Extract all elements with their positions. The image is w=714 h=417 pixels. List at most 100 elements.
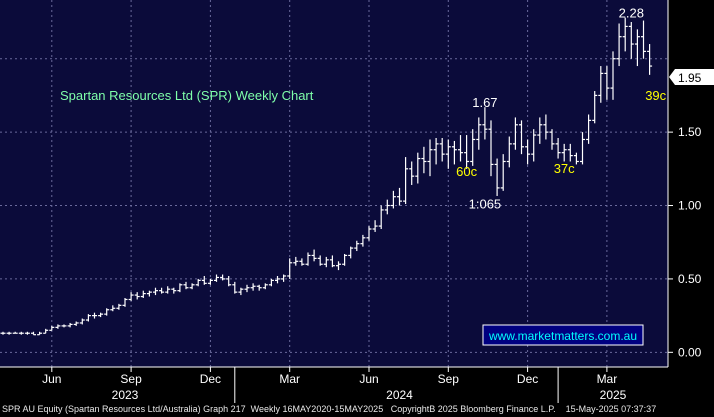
price-tag: 1.95 (669, 69, 714, 85)
ohlc-bar (189, 283, 195, 290)
ohlc-bar (336, 261, 341, 271)
ohlc-bar (299, 258, 305, 266)
ohlc-bar (12, 331, 18, 334)
ohlc-bar (159, 287, 165, 294)
ohlc-bar (439, 137, 445, 162)
ohlc-bar (610, 51, 616, 100)
ohlc-bar (506, 136, 512, 168)
y-tick-label: 1.00 (678, 199, 702, 213)
annotation-label: 1.67 (472, 95, 497, 110)
ohlc-bar (317, 255, 323, 266)
ohlc-bar (433, 137, 439, 165)
ohlc-bar (31, 331, 36, 336)
ohlc-bar (586, 114, 592, 144)
x-month-label: Sep (438, 372, 460, 386)
annotation-label: 37c (554, 161, 575, 176)
ohlc-bar (140, 290, 146, 299)
x-axis: Jun Sep Dec Mar Jun Sep Dec Mar 2023 2024 2025 (0, 366, 668, 403)
ohlc-bar (616, 23, 622, 67)
ohlc-bar (195, 278, 201, 287)
watermark-text[interactable]: www.marketmatters.com.au (488, 329, 637, 343)
ohlc-bar (403, 157, 409, 205)
ohlc-bar (598, 66, 604, 103)
ohlc-bar (580, 132, 585, 165)
ohlc-bar (214, 274, 219, 282)
ohlc-bar (201, 275, 207, 285)
ohlc-bar (482, 107, 488, 140)
ohlc-bar (519, 120, 524, 155)
ohlc-bar (390, 190, 396, 209)
ohlc-bar (116, 303, 122, 310)
ohlc-bar (226, 275, 232, 287)
y-axis: 0.00 0.50 1.00 1.50 (667, 0, 702, 367)
ohlc-bar (311, 249, 317, 262)
ohlc-bar (146, 290, 152, 297)
ohlc-bar (43, 328, 49, 334)
ohlc-bar (372, 220, 378, 232)
ohlc-bar (537, 117, 543, 144)
ohlc-bar (494, 158, 500, 196)
ohlc-bar (512, 117, 518, 150)
ohlc-bar (183, 281, 189, 290)
y-tick-label: 0.50 (678, 272, 702, 286)
ohlc-bar (549, 129, 555, 150)
ohlc-bar (451, 140, 457, 165)
ohlc-bar (98, 312, 104, 318)
ohlc-bar (55, 324, 61, 329)
ohlc-bar (24, 331, 30, 335)
ohlc-bar (128, 292, 134, 301)
ohlc-bar (61, 324, 67, 328)
ohlc-bar (6, 331, 12, 335)
annotation-label: 39c (645, 88, 666, 103)
ohlc-bar (165, 286, 171, 294)
ohlc-bar (458, 135, 463, 162)
ohlc-bar (110, 305, 116, 312)
ohlc-bar (378, 205, 384, 230)
ohlc-bar (207, 278, 213, 285)
annotations: 2.28 1.67 60c 1:065 37c 39c (456, 6, 667, 212)
ohlc-bar (342, 253, 348, 266)
ohlc-bar (543, 114, 549, 140)
price-tag-shape (669, 69, 714, 85)
chart-title: Spartan Resources Ltd (SPR) Weekly Chart (60, 88, 314, 103)
ohlc-bar (464, 135, 470, 169)
x-month-label: Mar (279, 372, 300, 386)
watermark[interactable]: www.marketmatters.com.au (482, 324, 644, 346)
ohlc-bar (604, 66, 610, 100)
ohlc-bar (421, 146, 427, 174)
ohlc-bar (555, 137, 561, 159)
ohlc-bar (281, 274, 287, 282)
ohlc-bar (244, 284, 250, 293)
y-tick-label: 1.50 (678, 125, 702, 139)
ohlc-bar (500, 154, 506, 191)
ohlc-bar (397, 187, 402, 206)
ohlc-bar (647, 44, 653, 75)
ohlc-bar (525, 139, 531, 165)
ohlc-bar (354, 240, 360, 252)
ohlc-bar (360, 234, 366, 247)
ohlc-bar (220, 274, 226, 281)
x-month-label: Dec (517, 372, 538, 386)
ohlc-bar (476, 117, 482, 150)
ohlc-bar (67, 322, 73, 328)
ohlc-bar (250, 283, 256, 291)
ohlc-bar (49, 325, 55, 331)
ohlc-bar (592, 91, 598, 124)
ohlc-bar (0, 331, 6, 335)
ohlc-bar (415, 152, 421, 184)
ohlc-bar (268, 278, 274, 287)
ohlc-bar (628, 22, 634, 59)
ohlc-bars (0, 17, 653, 336)
x-year-label: 2023 (112, 388, 139, 402)
footer-text: SPR AU Equity (Spartan Resources Ltd/Aus… (2, 404, 656, 414)
ohlc-bar (134, 292, 140, 300)
x-month-label: Jun (359, 372, 378, 386)
ohlc-bar (122, 298, 128, 307)
ohlc-bar (427, 139, 433, 177)
x-month-label: Mar (597, 372, 618, 386)
ohlc-bar (634, 29, 640, 67)
ohlc-bar (262, 283, 268, 290)
ohlc-bar (73, 321, 79, 326)
ohlc-bar (92, 312, 97, 319)
